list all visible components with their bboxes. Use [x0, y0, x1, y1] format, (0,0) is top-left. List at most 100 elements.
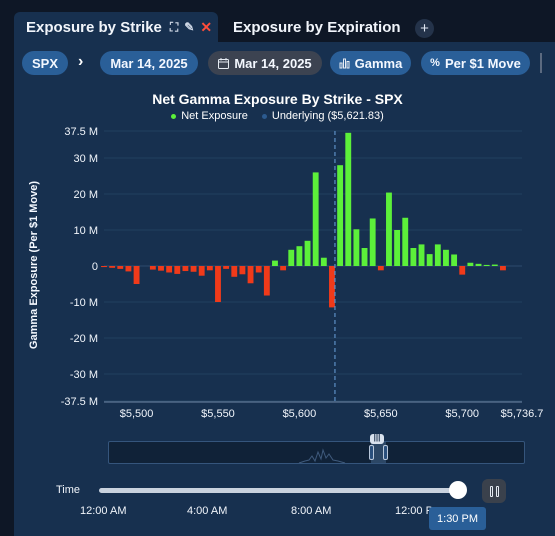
symbol-selector[interactable]: SPX [22, 51, 68, 75]
bar [459, 266, 466, 275]
legend-swatch [171, 113, 177, 119]
pencil-icon[interactable]: ✎ [184, 20, 195, 34]
bar [329, 266, 335, 308]
time-tooltip: 1:30 PM [429, 507, 486, 530]
time-slider-thumb[interactable] [449, 481, 467, 499]
chart-title: Net Gamma Exposure By Strike - SPX [152, 91, 403, 107]
bar [394, 230, 401, 266]
time-tick: 12:00 AM [80, 505, 127, 517]
bar [345, 132, 352, 266]
tab-exposure-by-expiration[interactable]: Exposure by Expiration [233, 12, 401, 42]
bar [426, 254, 433, 266]
time-tick: 4:00 AM [187, 505, 228, 517]
x-tick-label: $5,500 [120, 408, 154, 420]
y-tick-label: 10 M [74, 225, 98, 237]
bar [125, 266, 132, 272]
tab-exposure-by-strike[interactable]: Exposure by Strike ⛶ ✎ ✕ [14, 12, 218, 42]
x-tick-label: $5,736.7 [501, 408, 544, 420]
bar [369, 218, 376, 266]
close-icon[interactable]: ✕ [200, 18, 213, 35]
bar [247, 266, 254, 284]
bar [174, 266, 181, 274]
legend-label: Underlying ($5,621.83) [271, 110, 384, 122]
expiration-label: Mar 14, 2025 [110, 55, 188, 71]
bar [410, 248, 417, 266]
legend-item-net-exposure[interactable]: Net Exposure [171, 110, 248, 122]
bar [190, 266, 197, 272]
pause-button[interactable] [482, 479, 506, 503]
chevron-right-icon: › [78, 53, 84, 70]
x-tick-label: $5,600 [283, 408, 317, 420]
gamma-chart: 37.5 M 30 M 20 M 10 M 0 -10 M -20 M -30 M -37.5 … [61, 126, 544, 420]
bar [500, 266, 506, 271]
bar [263, 266, 270, 296]
toolbar-divider [540, 53, 542, 73]
navigator-selection[interactable] [371, 442, 386, 463]
y-tick-label: 20 M [74, 189, 98, 201]
y-tick-label: -37.5 M [61, 396, 98, 408]
chart-legend: Net Exposure Underlying ($5,621.83) [0, 110, 555, 122]
bar [101, 266, 107, 268]
navigator-left-handle[interactable] [369, 445, 374, 460]
bar [467, 262, 474, 266]
time-slider-track[interactable] [99, 488, 459, 493]
bar [296, 246, 303, 266]
time-label: Time [56, 484, 81, 496]
bar [451, 254, 458, 266]
bar [206, 266, 213, 271]
date-label: Mar 14, 2025 [234, 55, 312, 71]
calendar-icon [218, 57, 230, 69]
pause-icon-bar [489, 485, 493, 497]
y-tick-label: 37.5 M [64, 126, 98, 138]
x-tick-label: $5,550 [201, 408, 235, 420]
percent-icon: % [430, 57, 440, 69]
bar [320, 257, 327, 266]
add-tab-button[interactable]: + [415, 19, 434, 38]
expand-icon[interactable]: ⛶ [169, 19, 179, 34]
unit-label: Per $1 Move [444, 55, 521, 71]
bar [475, 263, 482, 266]
unit-selector[interactable]: % Per $1 Move [421, 51, 530, 75]
bar [402, 217, 409, 266]
bar [288, 249, 295, 266]
bar [166, 266, 173, 273]
bar [117, 266, 124, 269]
bar [280, 266, 287, 271]
y-tick-label: -10 M [70, 297, 98, 309]
legend-label: Net Exposure [181, 110, 248, 122]
navigator-grip-icon[interactable]: ||| [370, 434, 384, 444]
bar [434, 244, 441, 266]
navigator-sparkline [298, 448, 346, 464]
bar-chart-icon [339, 58, 350, 68]
range-navigator[interactable] [108, 441, 525, 464]
bar [133, 266, 140, 284]
x-tick-label: $5,700 [445, 408, 479, 420]
bar [491, 264, 498, 266]
time-tick: 8:00 AM [291, 505, 332, 517]
bar [361, 248, 368, 266]
bar [255, 266, 262, 273]
expiration-selector[interactable]: Mar 14, 2025 [100, 51, 198, 75]
bar [353, 229, 360, 266]
bar [272, 260, 278, 266]
symbol-label: SPX [31, 55, 58, 71]
bar [443, 249, 449, 266]
bar [239, 266, 246, 275]
date-picker[interactable]: Mar 14, 2025 [208, 51, 322, 75]
bar [223, 266, 230, 269]
tab-label: Exposure by Expiration [233, 18, 401, 36]
time-tick: 12:00 P [395, 505, 433, 517]
tab-label: Exposure by Strike [26, 18, 162, 36]
bar [312, 172, 319, 266]
bar [337, 165, 344, 266]
bar [377, 266, 384, 271]
bar [158, 266, 164, 271]
greek-selector[interactable]: Gamma [330, 51, 411, 75]
navigator-right-handle[interactable] [383, 445, 388, 460]
pause-icon-bar [495, 485, 499, 497]
legend-item-underlying[interactable]: Underlying ($5,621.83) [261, 110, 384, 122]
y-tick-label: -30 M [70, 369, 98, 381]
greek-label: Gamma [354, 55, 403, 71]
bar [386, 192, 392, 266]
bar [483, 264, 490, 266]
